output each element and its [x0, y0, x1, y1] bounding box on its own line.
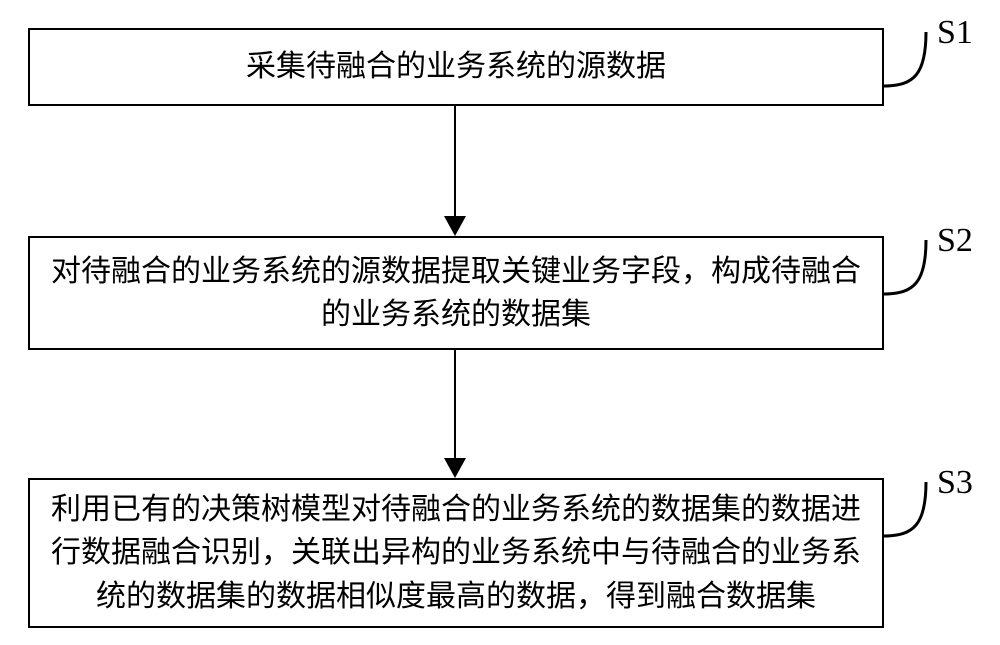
connector-curve-s3-path	[884, 482, 926, 536]
flow-node-s3-text: 利用已有的决策树模型对待融合的业务系统的数据集的数据进行数据融合识别，关联出异构…	[44, 488, 868, 619]
step-label-s3: S3	[937, 464, 973, 502]
arrow-s1-s2-head	[444, 216, 466, 236]
flow-node-s2: 对待融合的业务系统的源数据提取关键业务字段，构成待融合的业务系统的数据集	[28, 236, 884, 350]
connector-curve-s3	[884, 482, 944, 552]
flow-node-s1: 采集待融合的业务系统的源数据	[28, 28, 884, 106]
flow-node-s2-text: 对待融合的业务系统的源数据提取关键业务字段，构成待融合的业务系统的数据集	[44, 250, 868, 337]
step-label-s1: S1	[937, 14, 973, 52]
flow-node-s3: 利用已有的决策树模型对待融合的业务系统的数据集的数据进行数据融合识别，关联出异构…	[28, 478, 884, 628]
arrow-s2-s3-head	[444, 458, 466, 478]
connector-curve-s1-path	[884, 32, 926, 86]
step-label-s2: S2	[937, 222, 973, 260]
arrow-s1-s2-line	[454, 106, 456, 216]
arrow-s2-s3-line	[454, 350, 456, 458]
connector-curve-s1	[884, 32, 944, 102]
connector-curve-s2-path	[884, 240, 926, 294]
connector-curve-s2	[884, 240, 944, 310]
flow-node-s1-text: 采集待融合的业务系统的源数据	[246, 45, 666, 89]
flowchart-canvas: 采集待融合的业务系统的源数据 S1 对待融合的业务系统的源数据提取关键业务字段，…	[0, 0, 1000, 645]
